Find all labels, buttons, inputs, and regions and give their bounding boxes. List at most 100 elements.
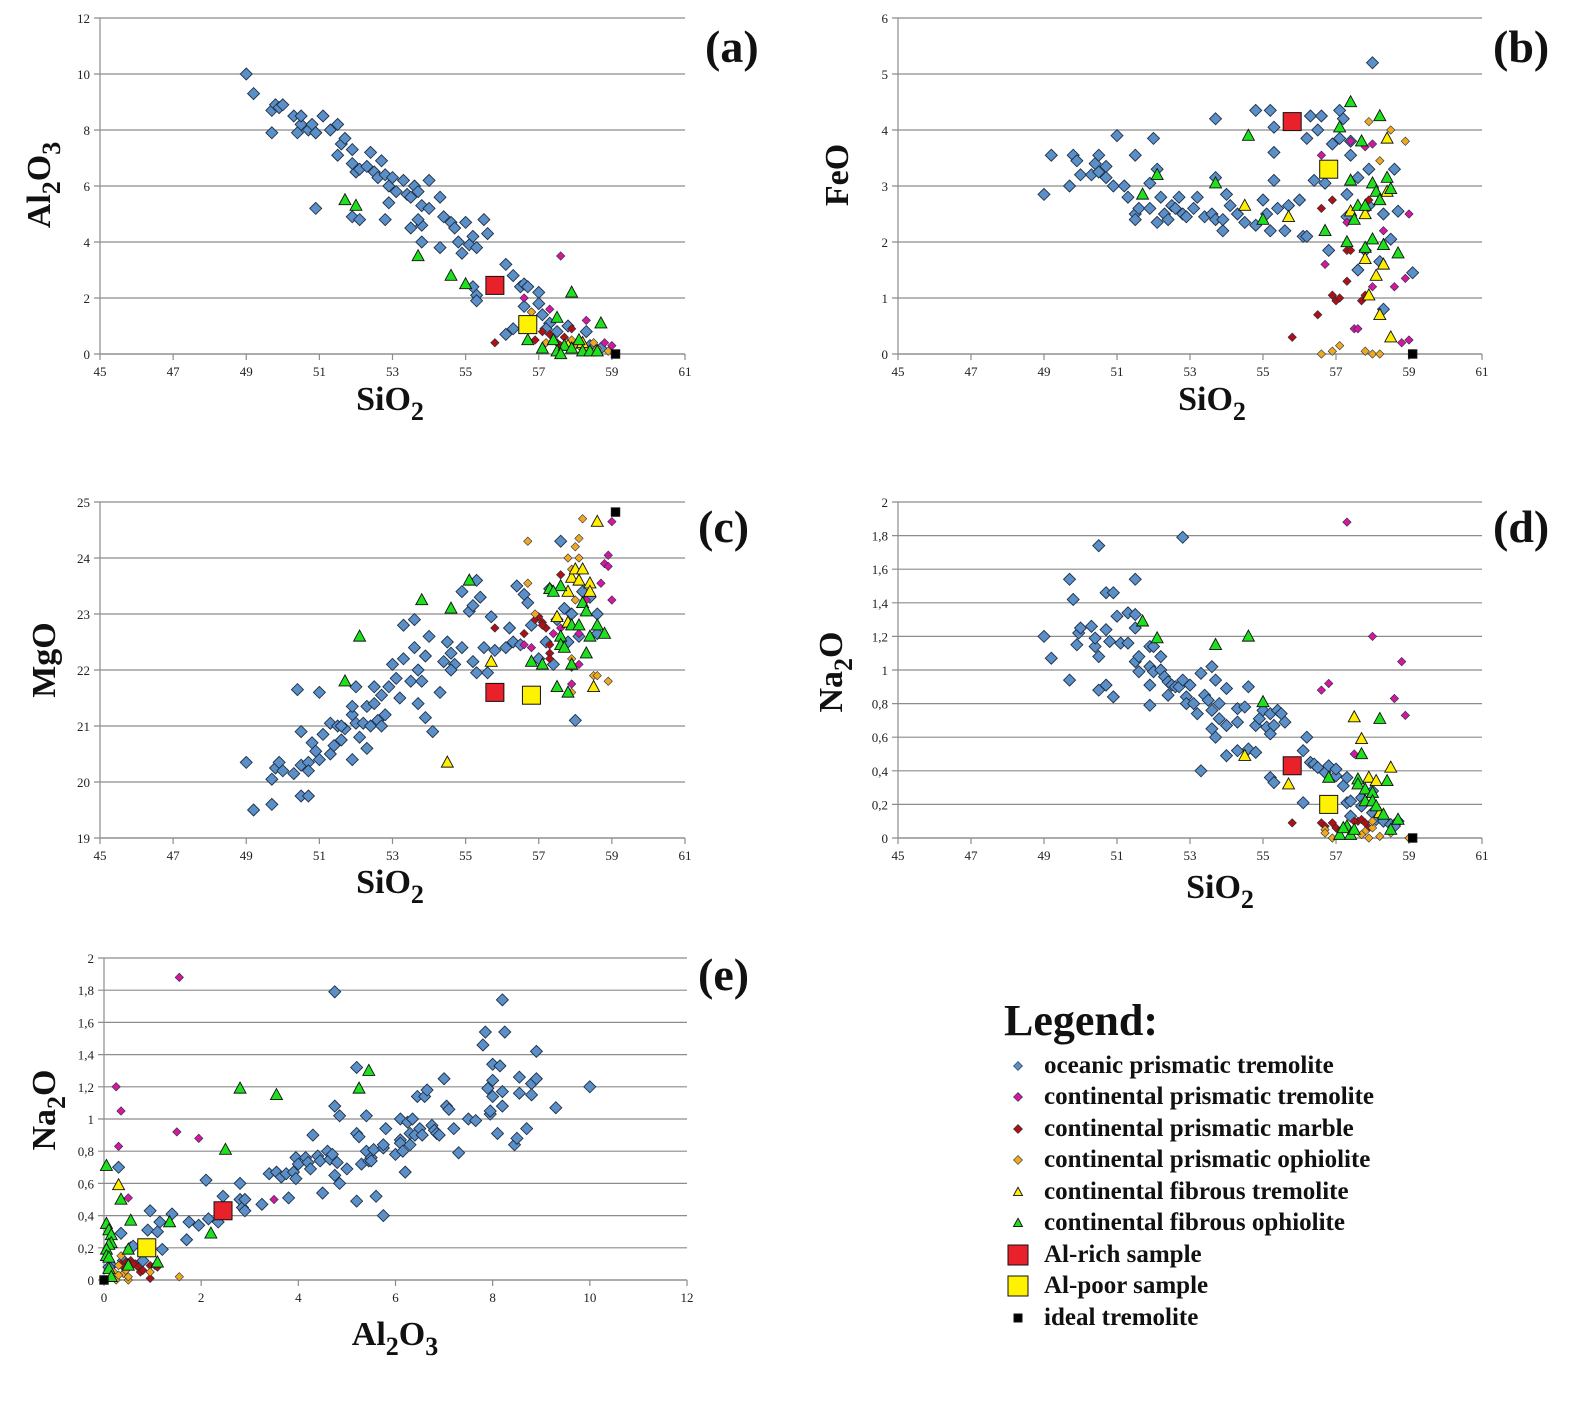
- data-point-oceanic-prismatic-tremolite: [1066, 592, 1080, 607]
- data-point-oceanic-prismatic-tremolite: [447, 1122, 461, 1136]
- data-point-continental-fibrous-ophiolite: [597, 626, 612, 639]
- data-point-oceanic-prismatic-tremolite: [451, 235, 465, 249]
- data-point-oceanic-prismatic-tremolite: [327, 738, 341, 753]
- data-point-oceanic-prismatic-tremolite: [363, 719, 378, 733]
- data-point-oceanic-prismatic-tremolite: [1099, 170, 1113, 185]
- data-point-oceanic-prismatic-tremolite: [521, 596, 535, 610]
- data-point-oceanic-prismatic-tremolite: [1340, 770, 1354, 785]
- data-point-oceanic-prismatic-tremolite: [1168, 201, 1183, 216]
- x-tick-label: 45: [94, 364, 107, 379]
- data-point-oceanic-prismatic-tremolite: [490, 1126, 505, 1141]
- data-point-oceanic-prismatic-tremolite: [437, 1072, 451, 1086]
- data-point-oceanic-prismatic-tremolite: [486, 1073, 500, 1087]
- data-point-oceanic-prismatic-tremolite: [1270, 201, 1285, 216]
- y-axis-title: MgO: [26, 622, 63, 698]
- data-point-continental-fibrous-ophiolite: [458, 276, 473, 290]
- data-point-oceanic-prismatic-tremolite: [1132, 649, 1146, 664]
- data-point-oceanic-prismatic-tremolite: [473, 590, 487, 604]
- data-point-oceanic-prismatic-tremolite: [1073, 621, 1088, 635]
- series-oceanic-prismatic-tremolite: [239, 534, 604, 817]
- series-continental-prismatic-tremolite: [1316, 517, 1410, 759]
- data-point-oceanic-prismatic-tremolite: [1201, 693, 1215, 707]
- data-point-continental-fibrous-ophiolite: [1354, 133, 1369, 147]
- data-point-continental-fibrous-ophiolite: [352, 629, 367, 642]
- data-point-oceanic-prismatic-tremolite: [1092, 649, 1106, 664]
- data-point-oceanic-prismatic-tremolite: [1219, 749, 1234, 763]
- panel-label: (a): [705, 21, 759, 72]
- data-point-oceanic-prismatic-tremolite: [1351, 170, 1365, 185]
- data-point-oceanic-prismatic-tremolite: [549, 1101, 563, 1115]
- data-point-oceanic-prismatic-tremolite: [568, 713, 582, 728]
- data-point-oceanic-prismatic-tremolite: [143, 1204, 157, 1218]
- data-point-continental-fibrous-tremolite: [440, 755, 455, 768]
- y-tick-label: 1,4: [872, 596, 889, 611]
- data-point-continental-prismatic-marble: [1287, 332, 1297, 342]
- x-tick-label: 6: [392, 1290, 399, 1305]
- data-point-oceanic-prismatic-tremolite: [411, 663, 425, 677]
- data-point-oceanic-prismatic-tremolite: [1205, 660, 1219, 674]
- data-point-oceanic-prismatic-tremolite: [1267, 120, 1281, 134]
- x-tick-label: 57: [1330, 364, 1344, 379]
- data-point-oceanic-prismatic-tremolite: [1062, 572, 1077, 586]
- data-point-oceanic-prismatic-tremolite: [444, 663, 458, 677]
- data-point-oceanic-prismatic-tremolite: [477, 640, 491, 655]
- y-tick-label: 0,4: [872, 764, 889, 779]
- data-point-continental-fibrous-ophiolite: [123, 1213, 138, 1226]
- data-point-continental-fibrous-ophiolite: [1343, 94, 1358, 108]
- data-point-oceanic-prismatic-tremolite: [1143, 678, 1157, 692]
- data-point-continental-fibrous-ophiolite: [1358, 198, 1372, 211]
- data-point-continental-fibrous-ophiolite: [1376, 807, 1391, 820]
- legend-marker: [1012, 1186, 1024, 1196]
- x-tick-label: 55: [459, 848, 472, 863]
- data-point-continental-prismatic-tremolite: [581, 315, 591, 326]
- x-tick-label: 47: [965, 364, 979, 379]
- data-point-oceanic-prismatic-tremolite: [510, 579, 524, 593]
- data-point-oceanic-prismatic-tremolite: [426, 724, 440, 739]
- data-point-continental-prismatic-ophiolite: [523, 536, 533, 546]
- data-point-continental-prismatic-marble: [1364, 195, 1374, 205]
- legend-marker: [1013, 1313, 1023, 1323]
- data-point-oceanic-prismatic-tremolite: [521, 280, 535, 294]
- data-point-oceanic-prismatic-tremolite: [407, 640, 422, 655]
- data-point-continental-prismatic-tremolite: [123, 1193, 133, 1203]
- data-point-continental-fibrous-ophiolite: [557, 338, 572, 351]
- y-axis-title: Na2O: [26, 1069, 71, 1150]
- legend-label: continental prismatic tremolite: [1044, 1083, 1375, 1111]
- data-point-continental-prismatic-ophiolite: [1364, 833, 1374, 843]
- series-continental-prismatic-ophiolite: [1320, 816, 1414, 843]
- data-point-oceanic-prismatic-tremolite: [1117, 179, 1131, 193]
- y-tick-label: 0,2: [872, 797, 888, 812]
- data-point-oceanic-prismatic-tremolite: [1176, 530, 1190, 544]
- y-tick-label: 20: [77, 775, 90, 790]
- data-point-continental-prismatic-marble: [1327, 195, 1337, 205]
- data-point-continental-prismatic-marble: [138, 1265, 148, 1275]
- data-point-oceanic-prismatic-tremolite: [476, 1038, 490, 1052]
- data-point-oceanic-prismatic-tremolite: [469, 1113, 483, 1128]
- data-point-continental-fibrous-ophiolite: [1208, 175, 1223, 189]
- y-tick-label: 0,6: [872, 730, 889, 745]
- data-point-continental-fibrous-tremolite: [1354, 731, 1369, 745]
- data-point-ideal-tremolite: [99, 1275, 109, 1285]
- data-point-oceanic-prismatic-tremolite: [1044, 148, 1058, 162]
- data-point-oceanic-prismatic-tremolite: [422, 173, 436, 188]
- data-point-continental-fibrous-ophiolite: [444, 268, 458, 281]
- data-point-continental-fibrous-tremolite: [575, 561, 590, 575]
- data-point-oceanic-prismatic-tremolite: [396, 618, 411, 632]
- data-point-oceanic-prismatic-tremolite: [316, 109, 330, 123]
- y-tick-label: 3: [882, 179, 889, 194]
- legend-item-continental-fibrous-tremolite: continental fibrous tremolite: [1000, 1176, 1520, 1208]
- data-point-oceanic-prismatic-tremolite: [1267, 775, 1281, 790]
- data-point-continental-fibrous-ophiolite: [362, 1063, 376, 1076]
- data-point-oceanic-prismatic-tremolite: [331, 117, 345, 132]
- data-point-continental-fibrous-tremolite: [583, 584, 597, 597]
- series-continental-fibrous-tremolite: [1237, 131, 1398, 343]
- data-point-oceanic-prismatic-tremolite: [276, 98, 290, 112]
- data-point-oceanic-prismatic-tremolite: [330, 1155, 344, 1170]
- data-point-continental-prismatic-ophiolite: [174, 1272, 184, 1282]
- y-tick-label: 6: [882, 11, 889, 26]
- data-point-continental-prismatic-marble: [145, 1273, 155, 1284]
- data-point-oceanic-prismatic-tremolite: [1314, 109, 1329, 123]
- series-ideal-tremolite: [1407, 349, 1418, 359]
- data-point-oceanic-prismatic-tremolite: [114, 1226, 128, 1240]
- data-point-oceanic-prismatic-tremolite: [557, 601, 571, 616]
